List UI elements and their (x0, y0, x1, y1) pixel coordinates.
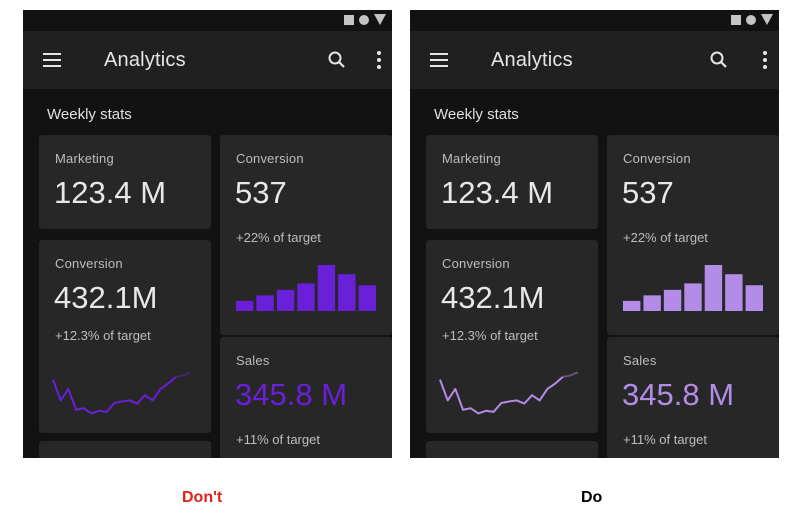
menu-icon[interactable] (430, 53, 448, 67)
circle-icon (359, 14, 369, 25)
bar (643, 295, 661, 311)
conversion-bar-card[interactable]: Conversion 537 +22% of target (220, 135, 392, 335)
app-bar: Analytics (23, 31, 392, 89)
card-label: Sales (623, 353, 657, 368)
conversion-bar-card[interactable]: Conversion 537 +22% of target (607, 135, 779, 335)
card-value: 123.4 M (54, 175, 167, 210)
card-label: Marketing (442, 151, 501, 166)
dont-caption: Don't (182, 489, 223, 506)
section-title: Weekly stats (434, 106, 519, 123)
bar (317, 265, 336, 311)
do-caption: Do (581, 489, 603, 506)
card-label: Marketing (55, 151, 114, 166)
sales-value: 345.8 M (235, 377, 348, 412)
card-subtitle: +22% of target (623, 230, 708, 245)
app-title: Analytics (491, 49, 573, 71)
card-label: Conversion (442, 256, 510, 271)
more-vert-icon[interactable] (761, 50, 769, 70)
notification-square-icon (344, 14, 354, 25)
card-value: 537 (622, 175, 674, 210)
card-label: Conversion (55, 256, 123, 271)
circle-icon (746, 14, 756, 25)
card-label: Conversion (623, 151, 691, 166)
bar (256, 295, 274, 311)
more-vert-icon[interactable] (375, 50, 383, 70)
card-label: Sales (236, 353, 270, 368)
series-line (52, 376, 177, 415)
bar-chart (236, 265, 376, 311)
search-icon[interactable] (709, 50, 729, 70)
menu-icon[interactable] (43, 53, 61, 67)
app-title: Analytics (104, 49, 186, 71)
signal-triangle-icon (374, 14, 386, 25)
status-bar (410, 10, 779, 31)
bar (623, 300, 641, 311)
card-value: 537 (235, 175, 287, 210)
line-chart (439, 371, 579, 415)
bar (704, 265, 723, 311)
section-title: Weekly stats (47, 106, 132, 123)
card-value: 432.1M (441, 280, 545, 315)
signal-triangle-icon (761, 14, 773, 25)
sales-card[interactable]: Sales 345.8 M +11% of target (607, 337, 779, 458)
sales-value: 345.8 M (622, 377, 735, 412)
card-subtitle: +11% of target (236, 432, 320, 447)
sales-card[interactable]: Sales 345.8 M +11% of target (220, 337, 392, 458)
bar (297, 283, 315, 311)
status-bar (23, 10, 392, 31)
bar (663, 289, 682, 311)
card-value: 123.4 M (441, 175, 554, 210)
marketing-card[interactable]: Marketing 123.4 M (39, 135, 211, 229)
phone-screen-dont: Analytics Weekly stats Marketing 123.4 M… (23, 10, 392, 458)
bar-chart (623, 265, 763, 311)
partial-card[interactable] (426, 441, 598, 458)
bar (684, 283, 702, 311)
line-chart (52, 371, 192, 415)
card-value: 432.1M (54, 280, 158, 315)
card-subtitle: +11% of target (623, 432, 707, 447)
series-line (439, 376, 564, 415)
conversion-line-card[interactable]: Conversion 432.1M +12.3% of target (39, 240, 211, 433)
bar (276, 289, 295, 311)
bar (358, 285, 376, 311)
search-icon[interactable] (327, 50, 347, 70)
marketing-card[interactable]: Marketing 123.4 M (426, 135, 598, 229)
app-bar: Analytics (410, 31, 779, 89)
notification-square-icon (731, 14, 741, 25)
bar (338, 274, 356, 311)
card-label: Conversion (236, 151, 304, 166)
card-subtitle: +12.3% of target (55, 328, 151, 343)
series-line-tail (175, 371, 192, 378)
bar (725, 274, 743, 311)
conversion-line-card[interactable]: Conversion 432.1M +12.3% of target (426, 240, 598, 433)
phone-screen-do: Analytics Weekly stats Marketing 123.4 M… (410, 10, 779, 458)
bar (236, 300, 254, 311)
bar (745, 285, 763, 311)
card-subtitle: +12.3% of target (442, 328, 538, 343)
partial-card[interactable] (39, 441, 211, 458)
card-subtitle: +22% of target (236, 230, 321, 245)
series-line-tail (562, 371, 579, 378)
